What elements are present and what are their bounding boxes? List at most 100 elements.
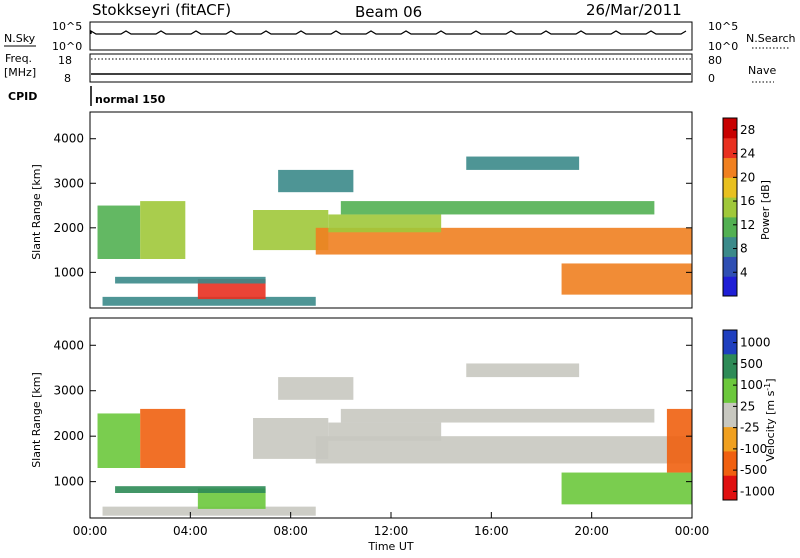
x-tick-label: 08:00 xyxy=(273,524,308,538)
power-colorbar-tick-label: 4 xyxy=(740,265,748,279)
noise-right-tick-bottom: 10^0 xyxy=(708,40,738,53)
velocity-region xyxy=(197,488,266,509)
x-tick-label: 20:00 xyxy=(574,524,609,538)
velocity-colorbar-swatch xyxy=(723,475,737,501)
velocity-region xyxy=(97,413,141,468)
power-colorbar: 4 8 12 16 20 24 28 xyxy=(722,117,755,297)
velocity-y-axis: 1000 2000 3000 4000 xyxy=(53,338,692,489)
velocity-colorbar-tick-label: 500 xyxy=(740,357,763,371)
velocity-colorbar: 1000 500 100 25 -25 -100 -500 -1000 xyxy=(722,329,775,501)
freq-panel-frame xyxy=(89,53,693,83)
velocity-colorbar-tick-label: 1000 xyxy=(740,336,771,350)
noise-left-tick-bottom: 10^0 xyxy=(52,40,82,53)
freq-label: Freq. xyxy=(5,52,32,65)
cpid-value: normal 150 xyxy=(95,93,166,106)
power-region xyxy=(197,279,266,300)
velocity-region xyxy=(340,408,655,423)
nsky-label: N.Sky xyxy=(4,32,36,45)
power-y-tick-label: 3000 xyxy=(53,176,84,190)
power-y-tick-label: 4000 xyxy=(53,132,84,146)
freq-tick-top: 18 xyxy=(58,54,72,67)
x-tick-label: 00:00 xyxy=(675,524,710,538)
velocity-colorbar-swatch xyxy=(723,378,737,404)
cpid-label: CPID xyxy=(8,90,37,103)
noise-right-tick-top: 10^5 xyxy=(708,20,738,33)
velocity-colorbar-tick-label: 25 xyxy=(740,399,755,413)
power-y-tick-label: 1000 xyxy=(53,265,84,279)
x-tick-label: 12:00 xyxy=(374,524,409,538)
nave-tick-top: 80 xyxy=(708,54,722,67)
velocity-region xyxy=(278,377,354,400)
nsearch-label: N.Search xyxy=(746,32,796,45)
velocity-heatmap xyxy=(97,363,692,516)
velocity-region xyxy=(561,472,692,505)
power-colorbar-label: Power [dB] xyxy=(759,180,772,240)
power-region xyxy=(561,263,692,295)
noise-panel-frame xyxy=(89,21,693,51)
power-colorbar-swatch xyxy=(723,118,737,139)
x-axis-label: Time UT xyxy=(367,540,413,553)
noise-left-tick-top: 10^5 xyxy=(52,20,82,33)
power-panel-frame xyxy=(89,111,693,309)
date-title: 26/Mar/2011 xyxy=(586,1,682,19)
freq-unit-label: [MHz] xyxy=(4,66,36,79)
velocity-region xyxy=(666,408,692,473)
power-colorbar-tick-label: 16 xyxy=(740,194,755,208)
nave-label: Nave xyxy=(748,64,776,77)
power-colorbar-swatch xyxy=(723,256,737,277)
power-colorbar-tick-label: 12 xyxy=(740,218,755,232)
noise-trace xyxy=(90,29,687,35)
power-heatmap xyxy=(97,156,692,306)
velocity-colorbar-swatch xyxy=(723,330,737,355)
noise-trace-line xyxy=(90,29,687,35)
velocity-colorbar-tick-label: -25 xyxy=(740,421,760,435)
velocity-colorbar-tick-label: 100 xyxy=(740,378,763,392)
power-colorbar-swatch xyxy=(723,197,737,218)
power-colorbar-tick-label: 20 xyxy=(740,170,755,184)
power-colorbar-tick-label: 24 xyxy=(740,147,755,161)
velocity-colorbar-frame xyxy=(722,329,738,501)
power-region xyxy=(102,296,316,306)
power-region xyxy=(97,205,141,259)
velocity-region xyxy=(140,408,186,468)
nave-tick-bottom: 0 xyxy=(708,72,715,85)
power-region xyxy=(140,201,186,259)
power-colorbar-swatch xyxy=(723,157,737,178)
velocity-y-tick-label: 1000 xyxy=(53,475,84,489)
x-tick-label: 00:00 xyxy=(73,524,108,538)
velocity-y-tick-label: 2000 xyxy=(53,429,84,443)
x-tick-label: 16:00 xyxy=(474,524,509,538)
station-title: Stokkseyri (fitACF) xyxy=(92,1,231,19)
velocity-region xyxy=(115,486,266,493)
power-region xyxy=(278,169,354,193)
power-colorbar-swatch xyxy=(723,177,737,198)
power-colorbar-tick-label: 28 xyxy=(740,123,755,137)
power-colorbar-frame xyxy=(722,117,738,297)
power-region xyxy=(340,201,655,215)
velocity-colorbar-swatch xyxy=(723,427,737,452)
power-colorbar-swatch xyxy=(723,216,737,238)
power-colorbar-swatch xyxy=(723,137,737,159)
velocity-colorbar-swatch xyxy=(723,354,737,380)
velocity-colorbar-tick-label: -100 xyxy=(740,442,767,456)
x-tick-label: 04:00 xyxy=(173,524,208,538)
power-y-tick-label: 2000 xyxy=(53,221,84,235)
velocity-colorbar-swatch xyxy=(723,402,737,428)
velocity-region xyxy=(315,436,692,464)
velocity-region xyxy=(466,363,580,378)
power-region xyxy=(466,156,580,170)
velocity-colorbar-tick-label: -1000 xyxy=(740,484,775,498)
time-x-axis: 00:00 04:00 08:00 12:00 16:00 20:00 00:00 xyxy=(73,512,710,538)
velocity-y-axis-label: Slant Range [km] xyxy=(30,372,43,468)
velocity-colorbar-label: Velocity [m s-1] xyxy=(763,378,777,461)
power-y-axis-label: Slant Range [km] xyxy=(30,164,43,260)
velocity-y-tick-label: 4000 xyxy=(53,338,84,352)
power-colorbar-swatch xyxy=(723,236,737,257)
velocity-y-tick-label: 3000 xyxy=(53,384,84,398)
freq-tick-bottom: 8 xyxy=(64,72,71,85)
power-y-axis: 1000 2000 3000 4000 xyxy=(53,132,692,279)
power-colorbar-swatch xyxy=(723,276,737,297)
power-region xyxy=(328,214,442,233)
